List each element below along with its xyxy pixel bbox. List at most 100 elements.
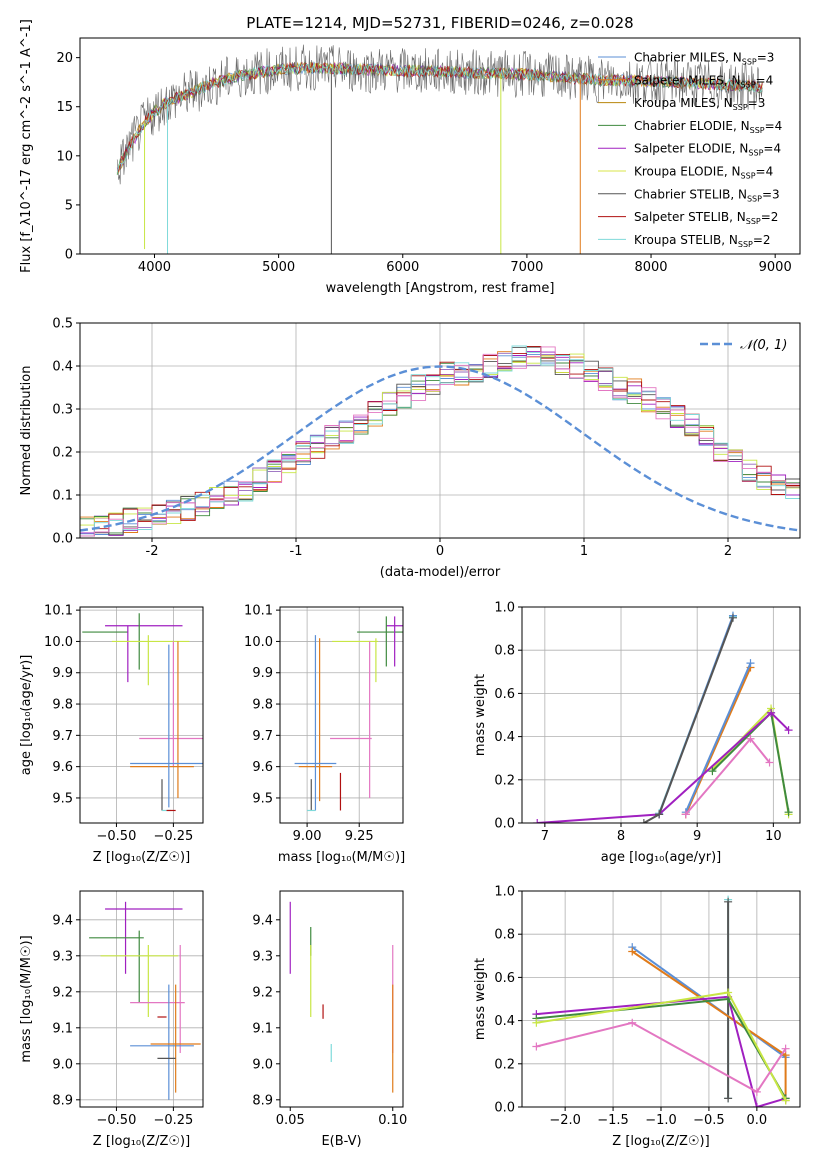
spectrum-line: [116, 61, 763, 174]
axes-frame: [279, 606, 404, 824]
series-marker: [767, 708, 776, 717]
y-tick-label: 9.8: [252, 698, 273, 713]
y-tick-label: 9.4: [52, 913, 73, 928]
x-tick-label: 0.0: [747, 1113, 768, 1128]
y-tick-label: 0.5: [52, 317, 73, 332]
x-axis-label: mass [log₁₀(M/M☉)]: [278, 850, 405, 865]
x-tick-label: -2: [146, 544, 159, 559]
axes-frame: [79, 890, 204, 1108]
y-tick-label: 10.1: [244, 604, 273, 619]
y-tick-label: 9.3: [52, 949, 73, 964]
x-tick-label: 9.00: [293, 829, 322, 844]
series-marker: [752, 1087, 761, 1096]
legend-label: 𝒩(0, 1): [740, 338, 787, 353]
y-tick-label: 9.0: [52, 1057, 73, 1072]
x-tick-label: −1.0: [645, 1113, 677, 1128]
series-marker: [628, 1018, 637, 1027]
series-marker: [708, 767, 717, 776]
y-tick-label: 9.1: [52, 1021, 73, 1036]
y-axis-label: mass weight: [473, 674, 488, 756]
series-marker: [746, 734, 755, 743]
y-tick-label: 0.6: [494, 971, 515, 986]
y-tick-label: 1.0: [494, 885, 515, 900]
panel-mass-weight-vs-Z: −2.0 −1.5 −1.0 −0.5 0.0 0.0 0.2 0.4 0.6 0.8 1.0 Z […: [473, 885, 801, 1149]
y-tick-label: 10.1: [44, 604, 73, 619]
y-tick-label: 0.2: [494, 1057, 515, 1072]
y-tick-label: 9.0: [252, 1057, 273, 1072]
axes-frame: [521, 606, 801, 824]
plot-area: [80, 323, 800, 538]
plot-area: [289, 901, 394, 1093]
x-tick-label: −0.5: [693, 1113, 725, 1128]
legend-label: Salpeter STELIB, NSSP=2: [634, 210, 778, 226]
y-axis-label: Flux [f_λ10^-17 erg cm^-2 s^-1 A^-1]: [19, 19, 34, 273]
y-tick-label: 0.0: [52, 532, 73, 547]
plot-area: [80, 607, 203, 823]
y-tick-label: 0.4: [494, 1014, 515, 1029]
y-tick-label: 1.0: [494, 601, 515, 616]
y-tick-label: 9.8: [52, 698, 73, 713]
legend-label: Salpeter ELODIE, NSSP=4: [634, 142, 781, 158]
axes-frame: [79, 37, 801, 255]
y-axis-label: mass weight: [473, 958, 488, 1040]
y-tick-label: 9.6: [252, 760, 273, 775]
y-tick-label: 0.1: [52, 489, 73, 504]
y-tick-label: 9.7: [52, 729, 73, 744]
spectrum-line: [116, 44, 763, 185]
panel-mass-vs-ebv: 0.05 0.10 8.9 9.0 9.1 9.2 9.3 9.4 E(B-V): [252, 890, 407, 1149]
series-marker: [728, 613, 737, 622]
x-tick-label: 6000: [386, 260, 419, 275]
y-tick-label: 9.1: [252, 1021, 273, 1036]
series-marker: [532, 1018, 541, 1027]
y-tick-label: 0.2: [52, 446, 73, 461]
x-axis-label: (data-model)/error: [380, 565, 501, 580]
x-tick-label: 9000: [759, 260, 792, 275]
y-tick-label: 0.2: [494, 773, 515, 788]
x-tick-label: −0.25: [153, 829, 193, 844]
x-axis-label: wavelength [Angstrom, rest frame]: [326, 281, 555, 296]
series-line: [536, 995, 786, 1107]
y-tick-label: 0.3: [52, 403, 73, 418]
x-axis-label: Z [log₁₀(Z/Z☉)]: [612, 1134, 709, 1149]
series-line: [536, 1021, 787, 1094]
y-tick-label: 0.0: [494, 817, 515, 832]
y-tick-label: 9.9: [252, 666, 273, 681]
plots-group: 4000 5000 6000 7000 8000 900005101520waveleng…: [19, 19, 801, 1149]
y-tick-label: 0.8: [494, 928, 515, 943]
x-tick-label: -1: [290, 544, 303, 559]
y-tick-label: 0.8: [494, 644, 515, 659]
series-marker: [639, 819, 648, 823]
x-tick-label: 9.25: [345, 829, 374, 844]
panel-residuals: -2 -1 0 1 2 0.0 0.1 0.2 0.3 0.4 0.5 (data-model)/er…: [19, 317, 801, 580]
x-tick-label: 9: [693, 829, 701, 844]
legend-label: Kroupa MILES, NSSP=3: [634, 96, 765, 112]
legend-label: Chabrier STELIB, NSSP=3: [634, 187, 780, 203]
x-tick-label: −1.5: [597, 1113, 629, 1128]
panel-mass-vs-Z: −0.50 −0.25 8.9 9.0 9.1 9.2 9.3 9.4 Z [log₁₀(Z/Z…: [19, 890, 204, 1149]
x-tick-label: 1: [580, 544, 588, 559]
y-tick-label: 9.2: [252, 985, 273, 1000]
y-tick-label: 9.7: [252, 729, 273, 744]
y-tick-label: 9.5: [52, 791, 73, 806]
series-marker: [746, 659, 755, 668]
panel-age-vs-mass: 9.00 9.25 9.5 9.6 9.7 9.8 9.9 10.0 10.1 mass [log…: [244, 604, 405, 865]
axes-frame: [79, 606, 204, 824]
x-tick-label: −0.50: [97, 1113, 137, 1128]
plot-area: [522, 891, 800, 1107]
x-tick-label: 7000: [510, 260, 543, 275]
y-tick-label: 8.9: [252, 1093, 273, 1108]
series-line: [685, 737, 771, 816]
x-tick-label: 8: [617, 829, 625, 844]
y-tick-label: 9.5: [252, 791, 273, 806]
series-line: [684, 662, 752, 813]
y-tick-label: 20: [56, 51, 73, 66]
series-marker: [784, 808, 793, 817]
y-tick-label: 0.4: [494, 730, 515, 745]
x-tick-label: 0.05: [276, 1113, 305, 1128]
series-marker: [784, 726, 793, 735]
x-tick-label: 0: [436, 544, 444, 559]
y-axis-label: age [log₁₀(age/yr)]: [19, 655, 34, 776]
series-marker: [781, 1096, 790, 1105]
y-axis-label: mass [log₁₀(M/M☉)]: [19, 935, 34, 1062]
